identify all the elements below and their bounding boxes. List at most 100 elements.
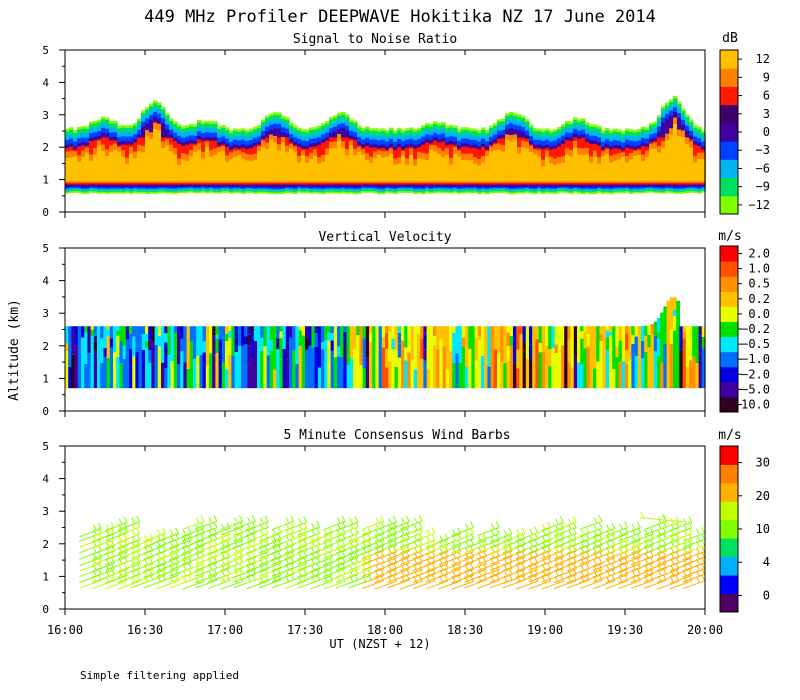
- snr-cell: [565, 154, 570, 182]
- wind-barb-flag: [234, 517, 239, 524]
- wind-barb-shaft: [374, 551, 397, 561]
- velocity-cell: [679, 326, 684, 334]
- wind-barb-shaft: [605, 527, 628, 537]
- wind-barb-flag: [234, 577, 239, 584]
- wind-barb-shaft: [631, 562, 654, 572]
- wind-barb-shaft: [233, 527, 256, 536]
- wind-barb-flag: [547, 556, 552, 563]
- velocity-cell: [513, 363, 517, 389]
- wind-barb-shaft: [246, 574, 269, 584]
- wind-barb-shaft: [310, 563, 333, 572]
- velocity-cell: [388, 326, 392, 332]
- velocity-cell: [253, 340, 258, 358]
- snr-cell: [333, 148, 338, 182]
- velocity-cell: [372, 364, 376, 389]
- wind-barb-shaft: [156, 574, 179, 584]
- velocity-cell: [474, 360, 479, 389]
- velocity-cell: [506, 332, 511, 346]
- wind-barb-shaft: [156, 562, 179, 572]
- velocity-cell: [599, 326, 604, 334]
- colorbar-swatch: [720, 575, 738, 595]
- wind-barb-shaft: [554, 522, 577, 531]
- wind-barb-shaft: [541, 539, 564, 549]
- wind-barb-flag: [413, 569, 418, 577]
- wind-barb-flag: [495, 521, 500, 528]
- velocity-cell: [362, 368, 367, 389]
- wind-barb-flag: [529, 576, 534, 584]
- wind-barb-flag: [405, 515, 410, 523]
- snr-cell: [145, 136, 150, 182]
- velocity-cell: [343, 343, 348, 364]
- velocity-cell: [327, 340, 332, 370]
- velocity-cell: [356, 332, 360, 336]
- wind-barb-flag: [452, 552, 457, 559]
- wind-barb-flag: [611, 522, 616, 529]
- wind-barb-shaft: [400, 538, 423, 548]
- velocity-cell: [599, 340, 604, 358]
- snr-cell: [253, 160, 258, 182]
- velocity-cell: [180, 338, 184, 352]
- velocity-colorbar: 2.01.00.50.20.0−0.2−0.5−1.0−2.0−5.0−10.0: [719, 245, 770, 413]
- y-tick-label: 3: [42, 307, 49, 320]
- snr-cell: [473, 163, 478, 182]
- velocity-cell: [205, 365, 210, 389]
- colorbar-label: 12: [756, 52, 770, 66]
- wind-barb-flag: [477, 536, 482, 543]
- wind-barb-flag: [631, 523, 636, 531]
- wind-barb-shaft: [246, 580, 269, 590]
- wind-barb-shaft: [246, 539, 269, 549]
- wind-barb-flag: [675, 521, 680, 528]
- wind-barb-flag: [688, 569, 693, 576]
- velocity-cell: [106, 358, 111, 389]
- wind-barb-shaft: [669, 527, 692, 537]
- velocity-cell: [250, 326, 255, 332]
- wind-barb-flag: [606, 558, 611, 565]
- velocity-cell: [433, 345, 437, 389]
- wind-barb-shaft: [541, 527, 564, 537]
- snr-cell: [469, 160, 474, 182]
- wind-barb-shaft: [631, 533, 654, 543]
- velocity-cell: [404, 360, 408, 389]
- velocity-cell: [461, 346, 466, 359]
- velocity-cell: [196, 355, 200, 389]
- velocity-cell: [298, 330, 303, 337]
- snr-cell: [177, 164, 182, 182]
- velocity-cell: [292, 326, 296, 351]
- velocity-cell: [580, 326, 584, 332]
- velocity-cell: [401, 340, 405, 348]
- wind-barb-flag: [534, 526, 539, 534]
- snr-cell: [345, 155, 350, 182]
- colorbar-swatch: [720, 381, 738, 398]
- wind-barb-flag: [234, 547, 239, 554]
- wind-barb-shaft: [374, 521, 397, 531]
- velocity-cell: [113, 337, 117, 353]
- wind-barb-shaft: [400, 562, 423, 572]
- velocity-cell: [365, 357, 370, 389]
- wind-barb-shaft: [284, 522, 307, 532]
- wind-barb-shaft: [579, 533, 603, 543]
- wind-barb-shaft: [233, 532, 256, 542]
- wind-barb-flag: [593, 523, 598, 531]
- wind-barb-shaft: [541, 550, 564, 560]
- velocity-cell: [401, 347, 405, 389]
- velocity-cell: [266, 326, 271, 341]
- velocity-cell: [199, 326, 204, 356]
- velocity-cell: [669, 329, 674, 345]
- snr-cell: [517, 153, 522, 182]
- wind-barb-shaft: [271, 562, 295, 572]
- snr-cell: [657, 152, 662, 182]
- wind-barb-shaft: [143, 533, 166, 542]
- velocity-cell: [468, 348, 472, 362]
- wind-barb-shaft: [502, 550, 526, 560]
- wind-barb-shaft: [592, 550, 615, 560]
- wind-barb-shaft: [130, 563, 153, 573]
- wind-barb-shaft: [246, 533, 269, 543]
- velocity-cell: [202, 364, 207, 389]
- wind-barb-shaft: [79, 557, 102, 567]
- wind-barb-flag: [393, 516, 398, 523]
- colorbar-swatch: [720, 556, 738, 576]
- velocity-cell: [279, 338, 284, 360]
- wind-barb-shaft: [284, 562, 307, 572]
- wind-barb-flag: [547, 574, 552, 582]
- wind-barb-shaft: [220, 539, 243, 549]
